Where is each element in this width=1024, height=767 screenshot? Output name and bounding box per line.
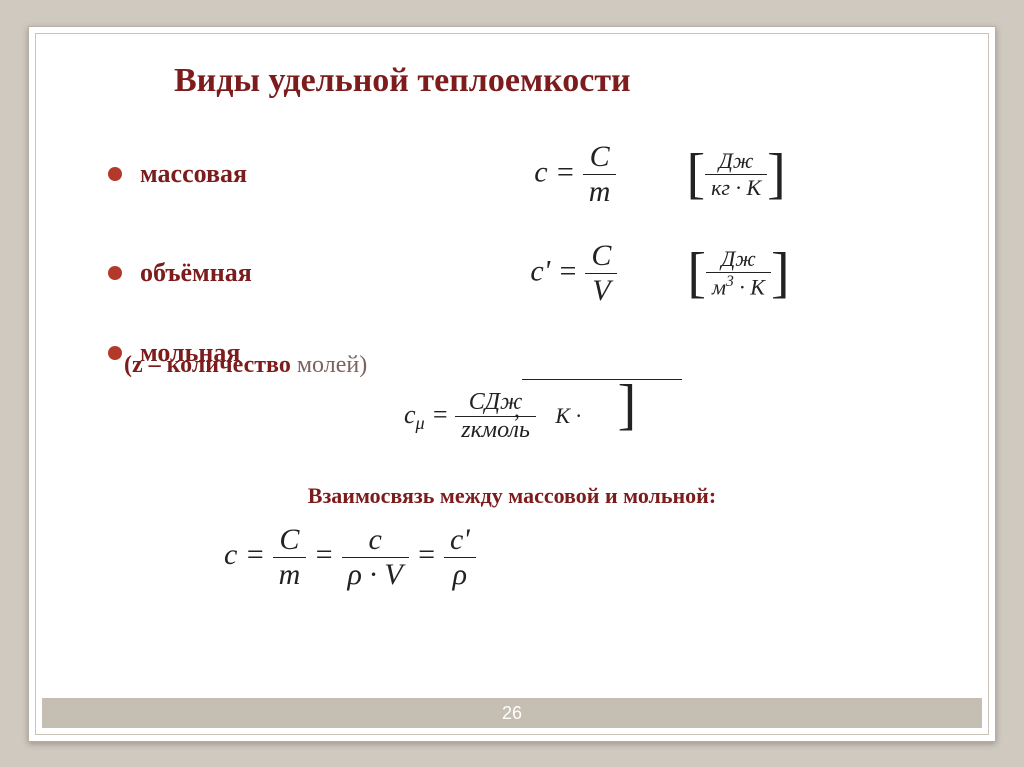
relation-formula: c = C m = c ρ · V = c' ρ bbox=[224, 523, 940, 592]
unit-num-volume: Дж bbox=[706, 246, 771, 273]
slide-outer: Виды удельной теплоемкости массовая c = … bbox=[28, 26, 996, 742]
slide: Виды удельной теплоемкости массовая c = … bbox=[35, 33, 989, 735]
unit-mass: [ Дж кг · K ] bbox=[686, 148, 785, 201]
relation-f2-den: ρ · V bbox=[342, 558, 409, 592]
unit-volume: [ Дж м3 · K ] bbox=[687, 246, 789, 300]
bullet-icon bbox=[108, 167, 122, 181]
molar-note: (z – количество молей) bbox=[124, 352, 940, 379]
num-mass: C bbox=[583, 140, 617, 175]
lhs-mass: c bbox=[534, 155, 547, 188]
label-volume: объёмная bbox=[140, 258, 380, 288]
num-volume: C bbox=[585, 239, 617, 274]
lhs-molar: c bbox=[404, 400, 416, 429]
relation-subtitle: Взаимосвязь между массовой и мольной: bbox=[84, 483, 940, 509]
lhs-volume: c' bbox=[530, 254, 550, 287]
relation-f2-num: c bbox=[342, 523, 409, 558]
relation-lhs: c bbox=[224, 538, 237, 571]
footer-bar: 26 bbox=[42, 698, 982, 728]
formula-mass: c = C m [ Дж кг · K ] bbox=[380, 140, 940, 209]
relation-f1-den: m bbox=[273, 558, 307, 592]
num-molar-overlap: CДж bbox=[455, 389, 536, 417]
slide-title: Виды удельной теплоемкости bbox=[174, 62, 940, 100]
unit-num-mass: Дж bbox=[705, 148, 767, 175]
formula-volume: c' = C V [ Дж м3 · K ] bbox=[380, 239, 940, 308]
den-mass: m bbox=[583, 175, 617, 209]
label-mass: массовая bbox=[140, 159, 380, 189]
trail-molar: K · bbox=[555, 403, 581, 428]
den-molar-overlap: zкмоль bbox=[455, 417, 536, 444]
unit-den-volume: м3 · K bbox=[706, 273, 771, 300]
bullet-icon bbox=[108, 346, 122, 360]
lhs-molar-sub: μ bbox=[416, 413, 425, 433]
relation-f1-num: C bbox=[273, 523, 307, 558]
den-volume: V bbox=[585, 274, 617, 308]
bullet-icon bbox=[108, 266, 122, 280]
molar-note-suffix: молей) bbox=[291, 352, 367, 378]
molar-note-prefix: (z – количество bbox=[124, 352, 291, 378]
relation-f3-den: ρ bbox=[444, 558, 476, 592]
row-mass: массовая c = C m [ Дж кг · K ] bbox=[84, 140, 940, 209]
unit-den-mass: кг · K bbox=[705, 175, 767, 201]
formula-molar-overlap: cμ = CДж zкмоль K · ] , bbox=[404, 383, 940, 453]
row-volume: объёмная c' = C V [ Дж м3 · K ] bbox=[84, 239, 940, 308]
relation-f3-num: c' bbox=[444, 523, 476, 558]
page-number: 26 bbox=[502, 703, 522, 723]
